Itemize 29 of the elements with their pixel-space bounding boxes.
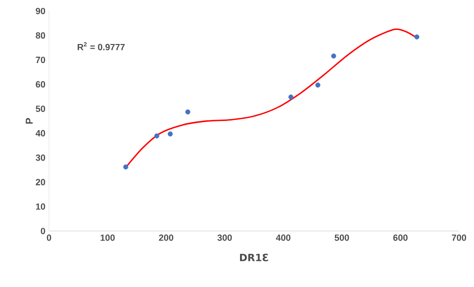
x-tick-label: 0 [46,234,52,241]
y-tick-label: 10 [36,203,46,210]
y-tick-label: 60 [36,81,46,88]
point [185,109,190,114]
point [168,131,173,136]
point [414,34,420,40]
y-tick-label: 30 [36,154,46,161]
y-axis-title: P [26,118,33,124]
x-axis-title: DR1Ɛ [240,254,268,262]
y-tick-label: 0 [40,228,46,234]
point [315,82,320,88]
annotation: R$^{2}$ = 0.9777 [78,42,125,50]
x-tick-label: 700 [452,234,466,241]
x-tick-label: 500 [334,234,349,241]
y-tick-label: 80 [36,32,46,39]
point [288,94,294,100]
y-tick-label: 50 [36,106,46,112]
point [123,164,128,170]
y-tick-label: 70 [36,56,46,64]
point [331,53,336,58]
y-tick-label: 40 [36,130,46,136]
x-tick-label: 300 [217,234,232,241]
x-tick-label: 200 [158,234,174,241]
y-tick-label: 90 [36,8,46,14]
x-tick-label: 600 [393,234,408,241]
point [154,133,160,138]
y-tick-label: 20 [36,178,46,186]
x-tick-label: 400 [276,234,290,241]
x-tick-label: 100 [100,234,115,241]
